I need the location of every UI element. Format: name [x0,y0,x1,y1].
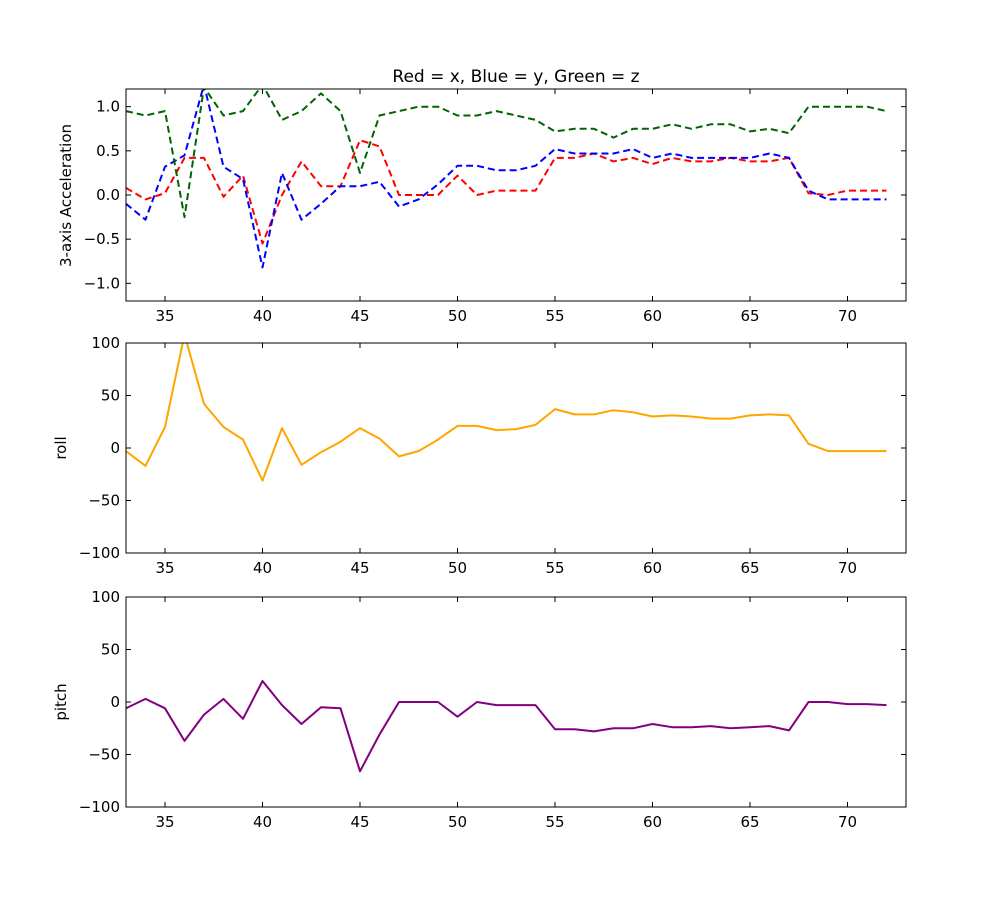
x-tick-label: 65 [740,307,759,325]
x-tick-label: 55 [545,307,564,325]
tick-group: 35 40 45 50 55 60 65 70 −100 −50 0 50 100 [79,334,906,577]
series-line-0 [126,139,887,245]
pitch-panel: pitch 35 40 45 50 55 60 65 70 −100 −50 0 50 100 [52,588,907,831]
x-tick-label: 50 [448,559,467,577]
y-tick-label: 100 [91,334,120,352]
y-tick-label: −0.5 [84,230,120,248]
data-group [126,680,887,773]
y-tick-label: −100 [79,544,120,562]
x-tick-label: 50 [448,813,467,831]
data-group [126,89,887,269]
x-tick-label: 55 [545,813,564,831]
x-tick-label: 70 [838,307,857,325]
x-tick-label: 70 [838,813,857,831]
x-tick-label: 70 [838,559,857,577]
y-tick-label: 0 [110,439,120,457]
x-tick-label: 45 [350,307,369,325]
y-tick-label: −100 [79,798,120,816]
y-tick-label: 0.5 [96,142,120,160]
tick-group: 35 40 45 50 55 60 65 70 −100 −50 0 50 100 [79,588,906,831]
x-tick-label: 60 [643,559,662,577]
x-tick-label: 65 [740,559,759,577]
x-tick-label: 35 [155,307,174,325]
y-axis-label: pitch [52,683,70,720]
x-tick-label: 40 [253,307,272,325]
plot-frame [125,88,907,302]
data-group [126,343,887,482]
x-tick-label: 40 [253,559,272,577]
chart-title: Red = x, Blue = y, Green = z [392,67,639,87]
y-tick-label: 100 [91,588,120,606]
y-tick-label: 0 [110,693,120,711]
y-axis-label: 3-axis Acceleration [57,124,75,267]
y-tick-label: −1.0 [84,274,120,292]
x-tick-label: 35 [155,559,174,577]
y-tick-label: 50 [101,641,120,659]
x-tick-label: 60 [643,813,662,831]
series-line-0 [126,343,887,482]
y-tick-label: −50 [88,492,120,510]
plot-frame [125,342,907,554]
x-tick-label: 65 [740,813,759,831]
series-line-0 [126,680,887,773]
acceleration-panel: Red = x, Blue = y, Green = z 3-axis Acce… [57,67,907,325]
y-tick-label: −50 [88,746,120,764]
x-tick-label: 55 [545,559,564,577]
x-tick-label: 40 [253,813,272,831]
y-tick-label: 1.0 [96,98,120,116]
plot-frame [125,596,907,808]
y-axis-label: roll [52,436,70,459]
y-tick-label: 50 [101,387,120,405]
roll-panel: roll 35 40 45 50 55 60 65 70 −100 −50 0 50 100 [52,334,907,577]
series-line-1 [126,89,887,269]
x-tick-label: 45 [350,559,369,577]
y-tick-label: 0.0 [96,186,120,204]
x-tick-label: 50 [448,307,467,325]
x-tick-label: 45 [350,813,369,831]
x-tick-label: 60 [643,307,662,325]
x-tick-label: 35 [155,813,174,831]
tick-group: 35 40 45 50 55 60 65 70 −1.0 −0.5 0.0 0.5 1.0 [84,89,906,325]
